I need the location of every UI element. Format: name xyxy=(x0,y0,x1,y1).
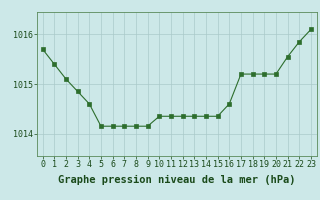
X-axis label: Graphe pression niveau de la mer (hPa): Graphe pression niveau de la mer (hPa) xyxy=(58,175,296,185)
